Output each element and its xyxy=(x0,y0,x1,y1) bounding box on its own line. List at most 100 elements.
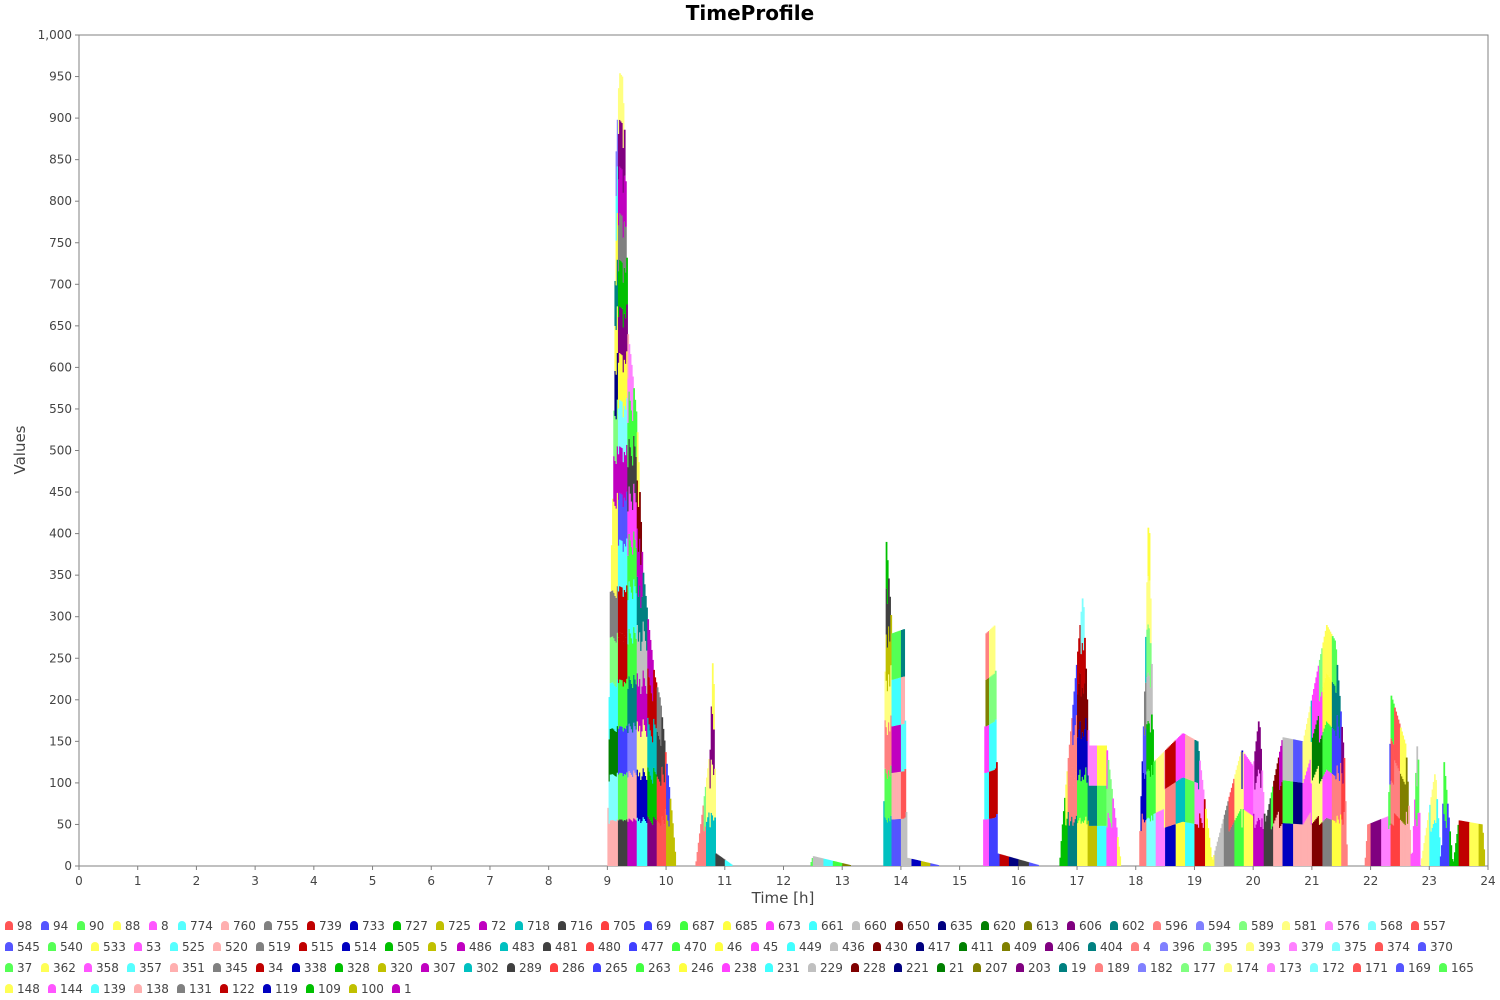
series-band xyxy=(1236,815,1239,866)
series-band xyxy=(900,677,903,725)
series-band xyxy=(620,447,623,494)
series-band xyxy=(621,262,624,309)
series-band xyxy=(1158,811,1160,866)
series-band xyxy=(1340,814,1342,866)
series-band xyxy=(917,860,920,866)
series-band xyxy=(1170,784,1173,826)
series-band xyxy=(1480,824,1483,866)
series-band xyxy=(1338,823,1341,866)
series-band xyxy=(1084,774,1086,821)
series-band xyxy=(1388,792,1390,830)
series-band xyxy=(627,733,630,778)
series-band xyxy=(1206,818,1208,866)
series-band xyxy=(1261,818,1264,866)
series-band xyxy=(659,739,661,782)
series-band xyxy=(1161,809,1164,866)
series-band xyxy=(836,861,839,866)
series-band xyxy=(1082,693,1085,737)
legend-swatch xyxy=(679,963,687,972)
series-band xyxy=(1309,812,1312,866)
series-band xyxy=(889,641,891,687)
series-band xyxy=(630,592,633,639)
series-band xyxy=(900,630,903,678)
series-band xyxy=(1340,762,1342,815)
series-band xyxy=(1195,740,1198,783)
series-band xyxy=(1255,782,1258,825)
series-band xyxy=(1325,673,1328,722)
series-band xyxy=(1264,821,1267,866)
series-band xyxy=(1295,781,1298,824)
series-band xyxy=(614,370,617,416)
legend-item: 8 xyxy=(161,919,169,933)
series-band xyxy=(629,633,632,680)
y-tick-label: 300 xyxy=(49,610,72,624)
series-band xyxy=(1388,829,1390,866)
series-band xyxy=(711,713,714,765)
series-band xyxy=(649,730,652,776)
series-band xyxy=(1311,694,1314,738)
series-band xyxy=(1318,783,1321,825)
series-band xyxy=(620,819,623,866)
legend-swatch xyxy=(808,963,816,972)
series-band xyxy=(630,410,633,457)
legend-item: 53 xyxy=(146,940,161,954)
series-band xyxy=(641,551,644,597)
series-band xyxy=(1300,824,1302,866)
series-band xyxy=(1183,822,1186,866)
series-band xyxy=(1384,817,1387,866)
series-band xyxy=(1322,821,1325,866)
legend-item: 122 xyxy=(232,982,255,996)
series-band xyxy=(1322,776,1325,822)
series-band xyxy=(1270,792,1273,830)
series-band xyxy=(1101,785,1104,826)
series-band xyxy=(1301,824,1304,866)
series-band xyxy=(826,859,829,866)
series-band xyxy=(1093,785,1096,826)
legend-swatch xyxy=(973,963,981,972)
series-band xyxy=(1271,786,1274,827)
legend-swatch xyxy=(1396,963,1404,972)
series-band xyxy=(630,729,633,775)
series-band xyxy=(635,775,638,821)
series-band xyxy=(1321,648,1324,692)
series-band xyxy=(1318,824,1321,866)
series-band xyxy=(1243,809,1246,866)
series-band xyxy=(986,632,989,679)
series-band xyxy=(1389,784,1392,826)
series-band xyxy=(1169,825,1172,866)
series-band xyxy=(632,554,634,600)
series-band xyxy=(610,728,613,775)
series-band xyxy=(619,73,621,120)
series-band xyxy=(1180,778,1183,823)
legend-item: 602 xyxy=(1122,919,1145,933)
series-band xyxy=(632,376,634,422)
series-band xyxy=(1066,771,1069,819)
series-band xyxy=(1172,824,1174,866)
series-band xyxy=(622,821,625,866)
legend-swatch xyxy=(134,942,142,951)
series-band xyxy=(1452,861,1455,866)
series-band xyxy=(1303,735,1306,780)
series-band xyxy=(1161,753,1164,810)
series-band xyxy=(711,815,714,866)
series-band xyxy=(620,261,623,308)
series-band xyxy=(1247,758,1250,813)
legend-item: 525 xyxy=(182,940,205,954)
series-band xyxy=(727,861,729,866)
series-band xyxy=(635,547,638,594)
series-band xyxy=(1187,736,1190,780)
series-band xyxy=(628,676,631,724)
series-band xyxy=(632,643,634,689)
series-band xyxy=(615,419,618,465)
series-band xyxy=(830,860,833,866)
series-band xyxy=(617,362,620,409)
series-band xyxy=(1313,733,1315,778)
series-band xyxy=(613,592,616,639)
legend-swatch xyxy=(5,984,13,993)
series-band xyxy=(1381,818,1383,866)
series-band xyxy=(635,820,638,866)
series-band xyxy=(1173,741,1176,784)
series-band xyxy=(623,313,626,360)
legend-swatch xyxy=(1411,921,1419,930)
legend-swatch xyxy=(507,963,515,972)
